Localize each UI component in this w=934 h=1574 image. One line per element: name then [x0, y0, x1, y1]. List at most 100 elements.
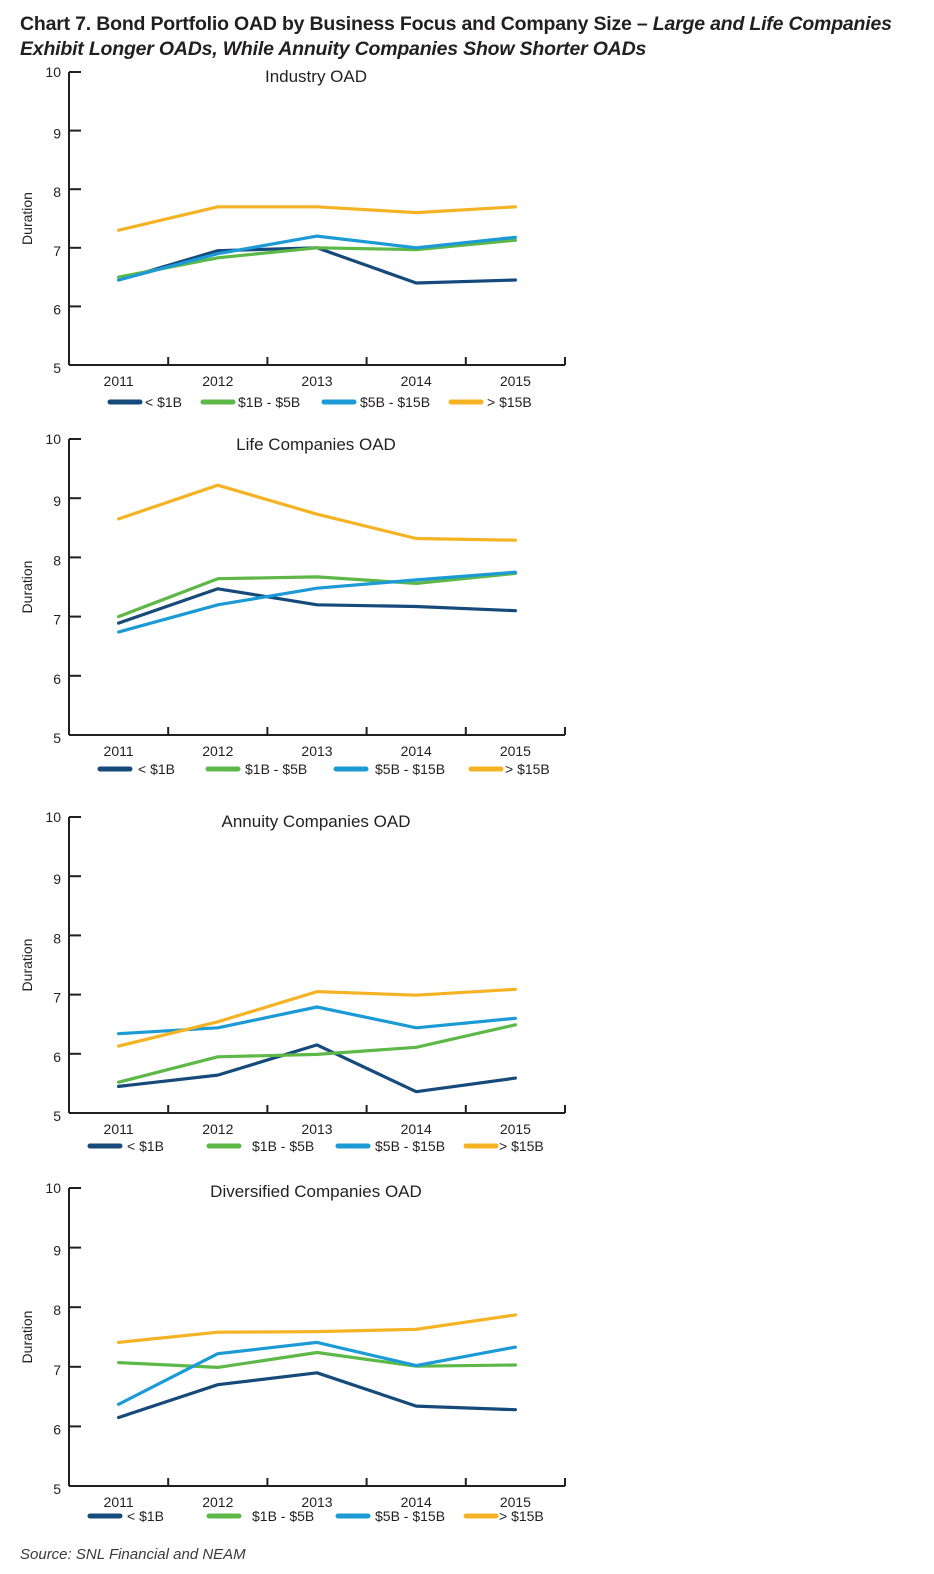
y-tick-label: 7: [53, 990, 61, 1006]
y-tick-label: 8: [53, 1302, 61, 1318]
series-line-4: [116, 987, 518, 1048]
x-tick-label: 2013: [301, 1121, 332, 1137]
legend-label: $5B - $15B: [375, 761, 445, 777]
legend-label: < $1B: [145, 394, 182, 410]
series-line-3: [116, 1340, 518, 1406]
y-tick-label: 9: [53, 1243, 61, 1259]
life-companies-oad-chart: Life Companies OAD Duration 5 6 7 8 9 10 2011 201…: [19, 431, 566, 777]
x-tick-label: 2011: [104, 373, 134, 389]
legend-label: $1B - $5B: [252, 1138, 314, 1154]
panel-title: Industry OAD: [265, 67, 367, 86]
legend-label: $1B - $5B: [245, 761, 307, 777]
x-tick-label: 2014: [401, 373, 432, 389]
legend-label: > $15B: [499, 1508, 544, 1524]
series-line-2: [116, 238, 518, 279]
y-axis-label: Duration: [19, 1311, 35, 1364]
x-tick-label: 2014: [401, 1121, 432, 1137]
legend-label: $1B - $5B: [238, 394, 300, 410]
y-tick-label: 5: [53, 730, 61, 746]
chart-title-subtitle: Large and Life Companies Exhibit Longer …: [20, 13, 892, 60]
x-tick-label: 2011: [104, 1121, 134, 1137]
legend-label: > $15B: [499, 1138, 544, 1154]
industry-oad-chart: Industry OAD Duration 5 6 7 8 9 10 2011 2012 2013 2…: [19, 64, 566, 410]
series-line-4: [116, 483, 518, 542]
legend-item: < $1B: [87, 1508, 164, 1524]
panel-title: Annuity Companies OAD: [222, 812, 411, 831]
x-tick-label: 2012: [202, 1494, 233, 1510]
chart-title-main: Chart 7. Bond Portfolio OAD by Business …: [20, 13, 653, 35]
y-tick-label: 10: [45, 809, 61, 825]
annuity-companies-oad-chart: Annuity Companies OAD Duration 5 6 7 8 9 10 2011…: [19, 809, 566, 1154]
y-tick-label: 5: [53, 1108, 61, 1124]
x-tick-label: 2015: [500, 373, 531, 389]
series-line-1: [116, 1043, 518, 1094]
legend-label: $5B - $15B: [360, 394, 430, 410]
source-note: Source: SNL Financial and NEAM: [20, 1546, 246, 1563]
legend-label: < $1B: [127, 1138, 164, 1154]
y-tick-label: 5: [53, 360, 61, 376]
series-line-1: [116, 1371, 518, 1420]
x-tick-label: 2012: [202, 743, 233, 759]
series-line-2: [116, 1350, 518, 1369]
x-tick-label: 2014: [401, 1494, 432, 1510]
y-tick-label: 6: [53, 1421, 61, 1437]
series-line-3: [116, 570, 518, 634]
x-tick-label: 2011: [104, 1494, 134, 1510]
legend-item: $5B - $15B: [335, 1138, 445, 1154]
series-line-3: [116, 1005, 518, 1036]
y-tick-label: 7: [53, 1362, 61, 1378]
x-tick-label: 2014: [401, 743, 432, 759]
diversified-companies-oad-chart: Diversified Companies OAD Duration 5 6 7 8 9 10…: [19, 1180, 566, 1524]
panel-title: Diversified Companies OAD: [210, 1182, 422, 1201]
x-tick-label: 2012: [202, 1121, 233, 1137]
series-line-4: [116, 205, 518, 232]
legend-item: $1B - $5B: [206, 1138, 314, 1154]
y-tick-label: 8: [53, 930, 61, 946]
y-axis-label: Duration: [19, 192, 35, 245]
legend-item: $5B - $15B: [335, 1508, 445, 1524]
x-tick-label: 2013: [301, 373, 332, 389]
x-tick-label: 2013: [301, 1494, 332, 1510]
legend-label: > $15B: [505, 761, 550, 777]
legend-item: > $15B: [463, 1508, 544, 1524]
legend-item: < $1B: [97, 761, 175, 777]
y-tick-label: 10: [45, 1180, 61, 1196]
y-tick-label: 8: [53, 184, 61, 200]
legend-item: $5B - $15B: [333, 761, 445, 777]
legend-label: $1B - $5B: [252, 1508, 314, 1524]
y-tick-label: 6: [53, 301, 61, 317]
y-tick-label: 9: [53, 493, 61, 509]
y-tick-label: 10: [45, 431, 61, 447]
y-tick-label: 6: [53, 671, 61, 687]
legend-label: $5B - $15B: [375, 1508, 445, 1524]
x-tick-label: 2015: [500, 743, 531, 759]
x-tick-label: 2011: [104, 743, 134, 759]
y-tick-label: 10: [45, 64, 61, 80]
legend-item: < $1B: [107, 394, 182, 410]
y-tick-label: 7: [53, 612, 61, 628]
x-tick-label: 2012: [202, 373, 233, 389]
y-tick-label: 8: [53, 552, 61, 568]
x-tick-label: 2013: [301, 743, 332, 759]
legend-item: > $15B: [448, 394, 532, 410]
legend-item: $1B - $5B: [205, 761, 307, 777]
y-axis-label: Duration: [19, 561, 35, 614]
series-line-2: [116, 571, 518, 619]
series-line-2: [116, 1023, 518, 1084]
y-tick-label: 9: [53, 871, 61, 887]
y-tick-label: 9: [53, 126, 61, 142]
legend-label: > $15B: [487, 394, 532, 410]
series-line-3: [116, 234, 518, 282]
x-tick-label: 2015: [500, 1494, 531, 1510]
series-line-4: [116, 1313, 518, 1344]
x-tick-label: 2015: [500, 1121, 531, 1137]
series-line-1: [116, 587, 518, 625]
legend-label: < $1B: [127, 1508, 164, 1524]
chart-title: Chart 7. Bond Portfolio OAD by Business …: [20, 12, 920, 62]
panel-title: Life Companies OAD: [236, 435, 396, 454]
legend-label: $5B - $15B: [375, 1138, 445, 1154]
y-axis-label: Duration: [19, 939, 35, 992]
y-tick-label: 7: [53, 243, 61, 259]
legend-label: < $1B: [138, 761, 175, 777]
legend-item: < $1B: [87, 1138, 164, 1154]
